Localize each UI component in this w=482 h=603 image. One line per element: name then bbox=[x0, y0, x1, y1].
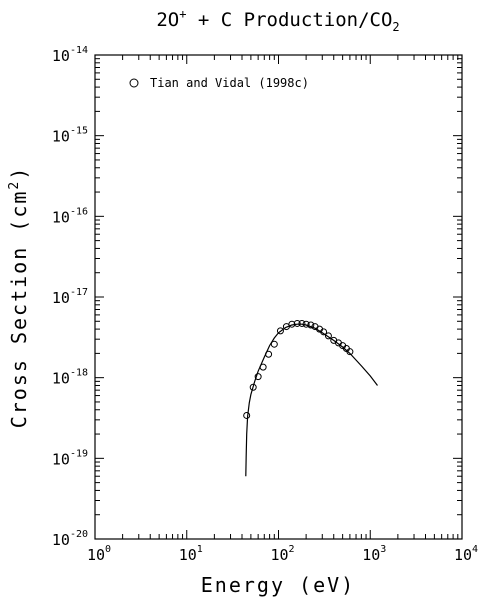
series-layer bbox=[243, 319, 378, 477]
data-point bbox=[346, 348, 354, 356]
x-tick-label: 102 bbox=[270, 544, 294, 564]
x-tick-label: 103 bbox=[362, 544, 386, 564]
y-axis-label: Cross Section (cm2) bbox=[7, 166, 31, 429]
data-point bbox=[276, 327, 284, 335]
y-tick-label: 10-19 bbox=[52, 448, 88, 468]
y-tick-label: 10-15 bbox=[52, 126, 88, 146]
data-point bbox=[307, 321, 315, 329]
data-point bbox=[324, 332, 332, 340]
legend-marker bbox=[129, 78, 139, 88]
y-tick-label: 10-17 bbox=[52, 287, 88, 307]
legend-label: Tian and Vidal (1998c) bbox=[150, 76, 309, 90]
x-tick-label: 101 bbox=[179, 544, 203, 564]
x-axis-label: Energy (eV) bbox=[201, 573, 355, 597]
y-tick-label: 10-14 bbox=[52, 45, 88, 65]
data-point bbox=[243, 411, 251, 419]
fit-curve bbox=[245, 323, 378, 477]
axis-ticks bbox=[94, 54, 463, 540]
legend: Tian and Vidal (1998c) bbox=[129, 76, 309, 90]
data-point bbox=[298, 319, 306, 327]
y-tick-label: 10-16 bbox=[52, 206, 88, 226]
data-point bbox=[254, 373, 262, 381]
data-point bbox=[249, 383, 257, 391]
chart-title: 2O+ + C Production/CO2 bbox=[156, 7, 399, 34]
x-tick-labels: 100 101 102 103 104 bbox=[87, 544, 478, 564]
y-tick-label: 10-20 bbox=[52, 529, 88, 549]
data-point bbox=[270, 340, 278, 348]
data-point bbox=[293, 319, 301, 327]
x-tick-label: 104 bbox=[454, 544, 478, 564]
plot-frame bbox=[94, 54, 463, 540]
y-tick-label: 10-18 bbox=[52, 368, 88, 388]
y-tick-labels: 10-20 10-19 10-18 10-17 10-16 10-15 10-14 bbox=[52, 45, 88, 549]
x-tick-label: 100 bbox=[87, 544, 111, 564]
